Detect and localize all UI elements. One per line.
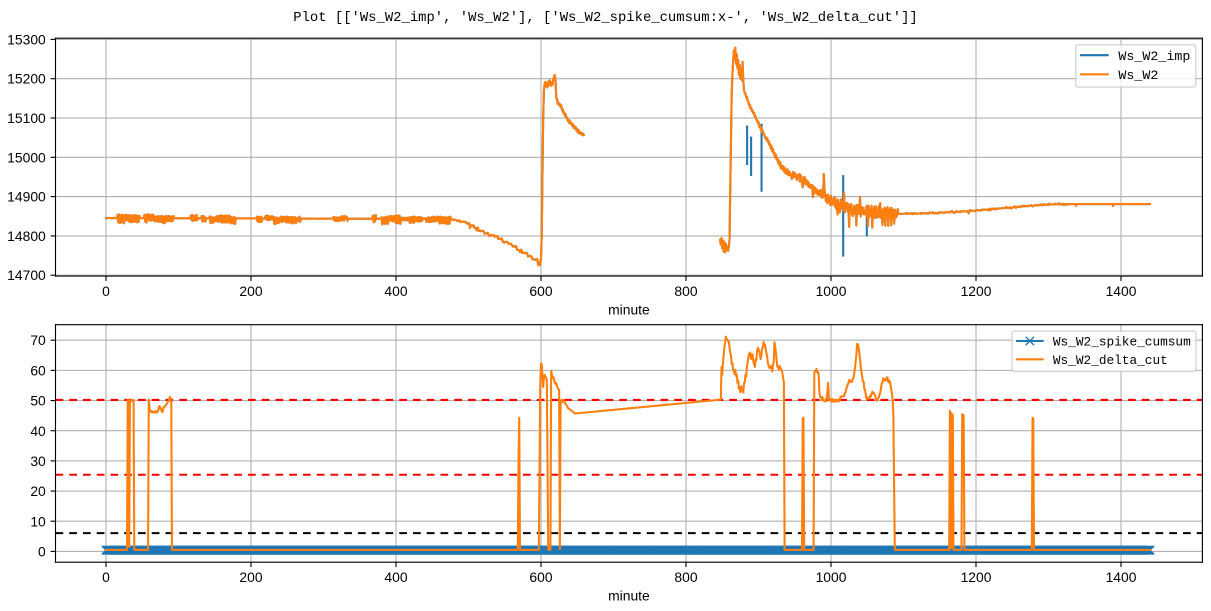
svg-text:800: 800 [674,569,697,585]
svg-text:15000: 15000 [7,149,46,165]
svg-text:Ws_W2_imp: Ws_W2_imp [1118,50,1190,65]
svg-text:14800: 14800 [7,228,46,244]
svg-text:15200: 15200 [7,71,46,87]
svg-text:1400: 1400 [1106,569,1137,585]
svg-text:Ws_W2_delta_cut: Ws_W2_delta_cut [1053,353,1168,368]
svg-text:minute: minute [608,587,650,603]
svg-text:800: 800 [674,283,697,299]
svg-text:40: 40 [30,423,46,439]
svg-text:minute: minute [608,301,650,317]
svg-text:70: 70 [30,332,46,348]
svg-text:0: 0 [102,569,110,585]
svg-text:15100: 15100 [7,110,46,126]
svg-text:1400: 1400 [1106,283,1137,299]
svg-text:600: 600 [529,569,552,585]
svg-text:Ws_W2: Ws_W2 [1118,69,1158,84]
svg-text:1000: 1000 [816,569,847,585]
svg-text:10: 10 [30,513,46,529]
svg-text:Plot [['Ws_W2_imp', 'Ws_W2'],: Plot [['Ws_W2_imp', 'Ws_W2'], ['Ws_W2_sp… [293,10,917,26]
svg-text:400: 400 [384,569,407,585]
svg-text:20: 20 [30,483,46,499]
svg-text:14900: 14900 [7,189,46,205]
svg-text:30: 30 [30,453,46,469]
svg-text:1200: 1200 [961,283,992,299]
svg-text:50: 50 [30,393,46,409]
svg-text:600: 600 [529,283,552,299]
svg-text:1200: 1200 [961,569,992,585]
svg-text:200: 200 [239,283,262,299]
svg-text:0: 0 [38,543,46,559]
svg-text:1000: 1000 [816,283,847,299]
svg-text:14700: 14700 [7,267,46,283]
svg-text:0: 0 [102,283,110,299]
svg-text:15300: 15300 [7,31,46,47]
svg-text:400: 400 [384,283,407,299]
svg-text:200: 200 [239,569,262,585]
svg-text:Ws_W2_spike_cumsum: Ws_W2_spike_cumsum [1053,334,1191,349]
svg-text:60: 60 [30,362,46,378]
